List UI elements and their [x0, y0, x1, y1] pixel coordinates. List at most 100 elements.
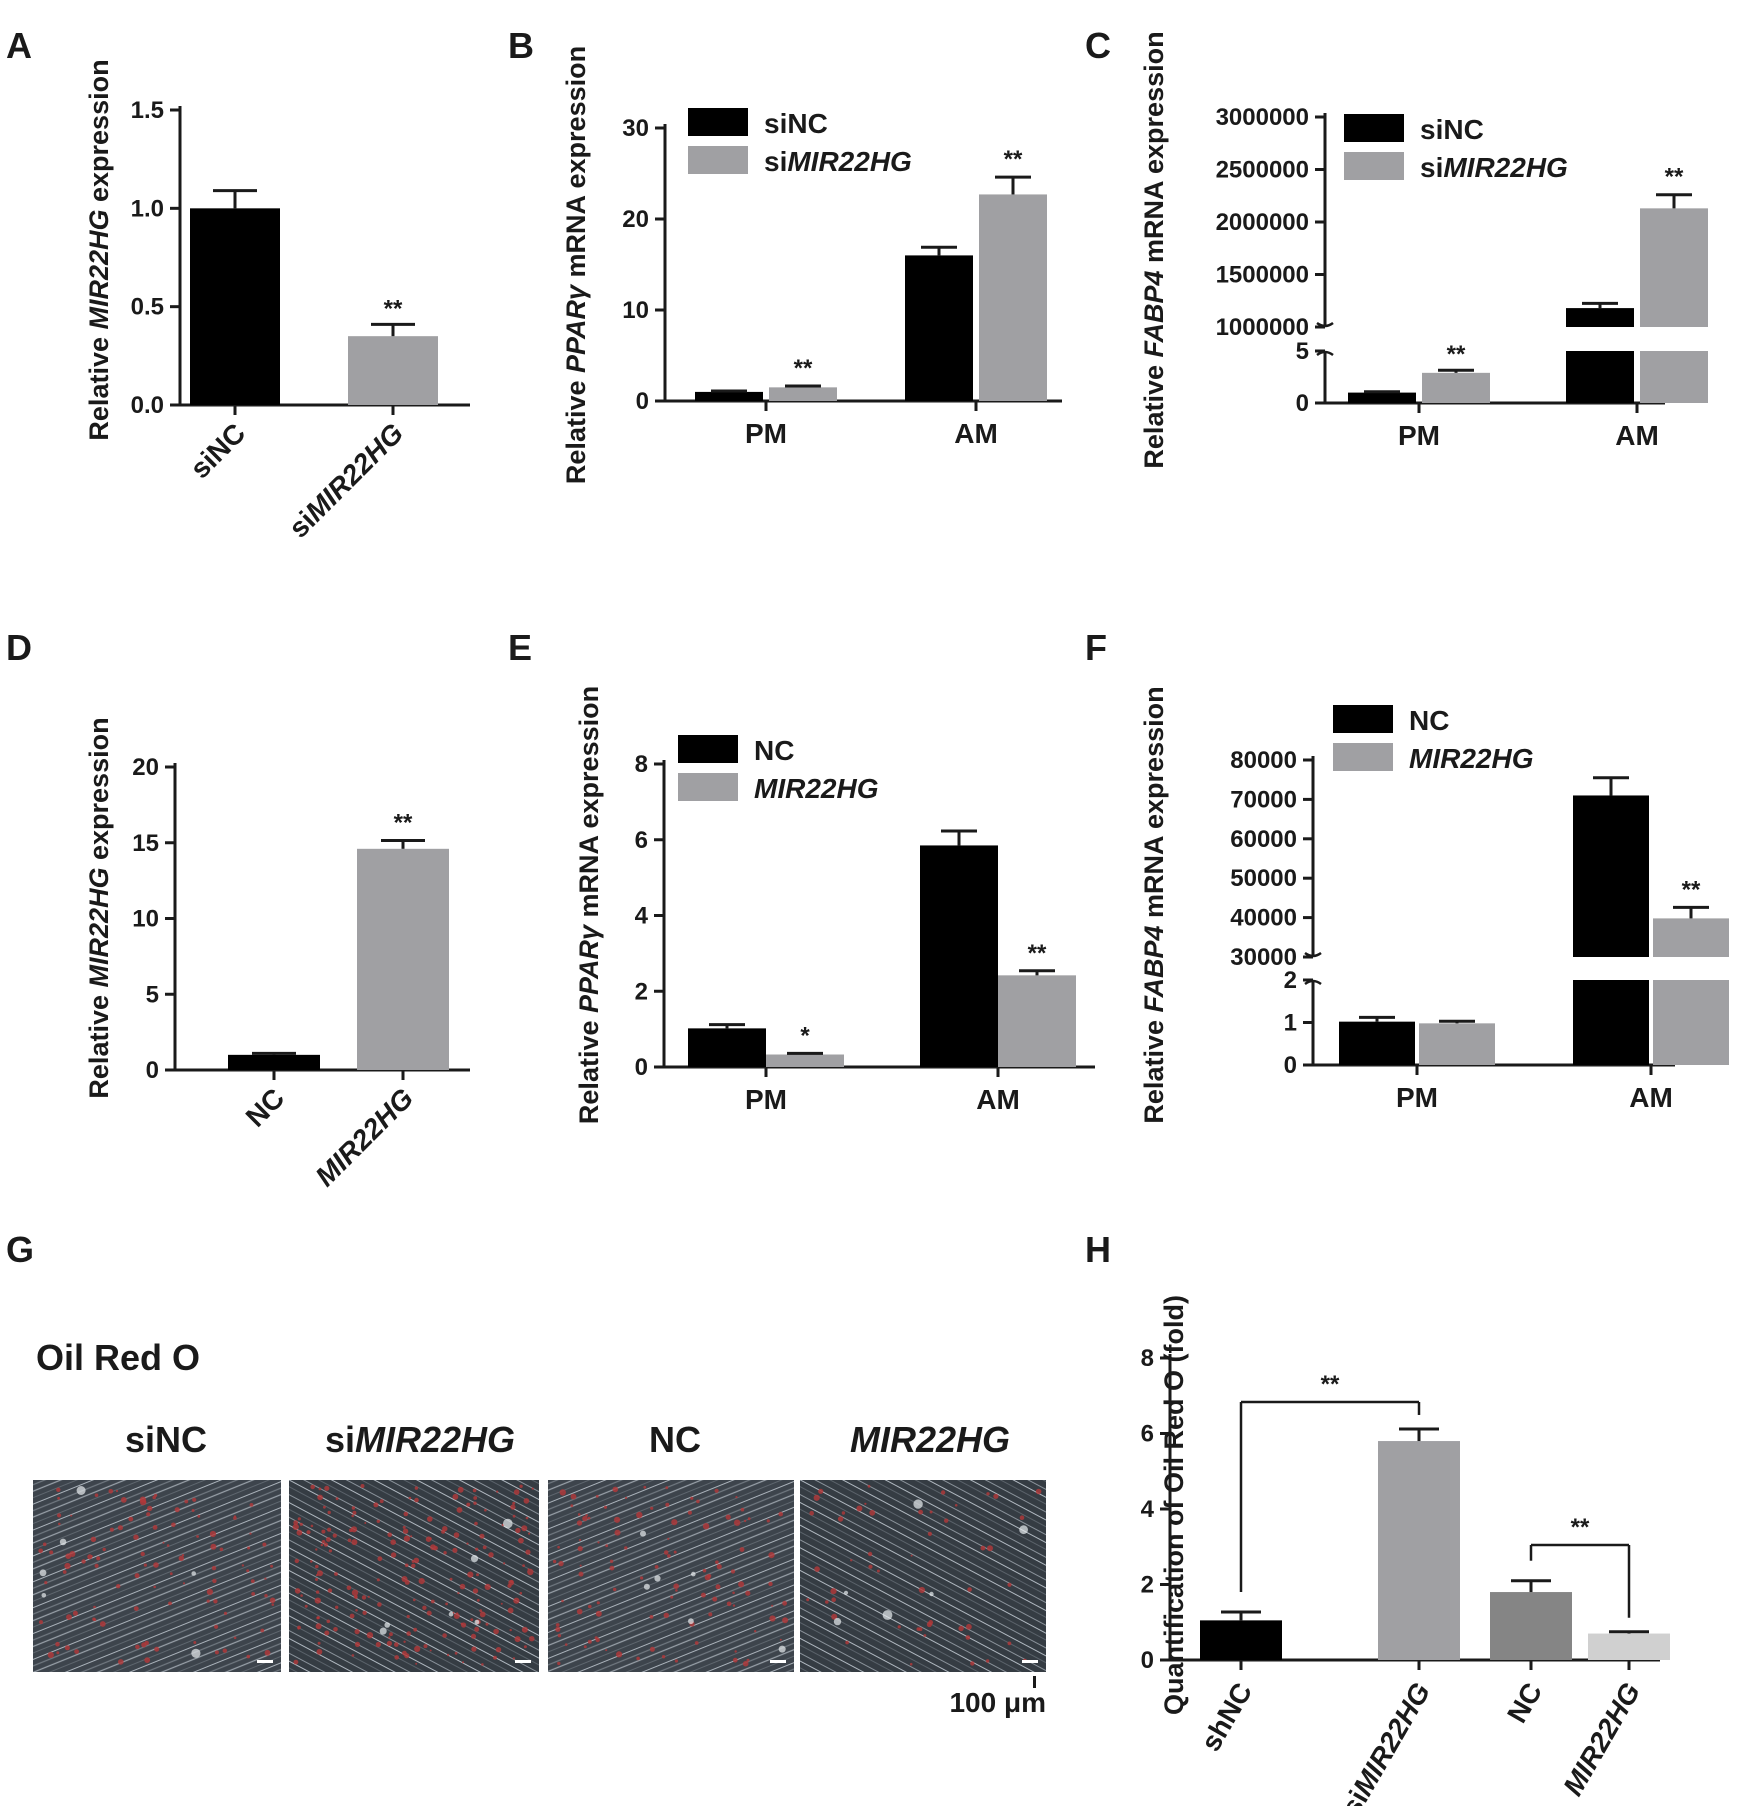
lipid-droplet	[262, 1542, 267, 1547]
y-tick-label: 30000	[1230, 944, 1297, 971]
lipid-droplet	[92, 1617, 96, 1621]
lipid-droplet	[864, 1502, 867, 1505]
lipid-droplet	[929, 1510, 933, 1514]
bar-D-1	[357, 848, 449, 1070]
lipid-droplet	[152, 1495, 156, 1500]
bright-cell	[474, 1619, 480, 1625]
x-category-label: siMIR22HG	[1335, 1678, 1436, 1806]
y-tick-label: 50000	[1230, 865, 1297, 892]
lipid-droplet	[732, 1591, 735, 1595]
lipid-droplet	[708, 1612, 713, 1617]
micrograph-label: siNC	[125, 1419, 207, 1460]
lipid-droplet	[814, 1566, 820, 1572]
lipid-droplet	[315, 1578, 318, 1581]
lipid-droplet	[462, 1661, 464, 1664]
lipid-droplet	[597, 1541, 600, 1544]
y-axis-label-E: Relative PPARγ mRNA expression	[574, 686, 604, 1124]
y-tick-label: 2000000	[1216, 209, 1309, 236]
lipid-droplet	[404, 1563, 409, 1568]
lipid-droplet	[394, 1655, 400, 1660]
bright-cell	[470, 1555, 479, 1563]
lipid-droplet	[673, 1550, 677, 1554]
lipid-droplet	[327, 1527, 332, 1532]
lipid-droplet	[415, 1662, 418, 1665]
y-tick-label: 4	[1141, 1496, 1155, 1523]
lipid-droplet	[496, 1490, 499, 1493]
lipid-droplet	[184, 1499, 189, 1504]
lipid-droplet	[555, 1623, 560, 1627]
lipid-droplet	[174, 1507, 180, 1513]
lipid-droplet	[831, 1613, 838, 1620]
lipid-droplet	[249, 1503, 254, 1507]
lipid-droplet	[62, 1570, 67, 1574]
y-tick-label: 20	[622, 206, 649, 233]
lipid-droplet	[429, 1649, 432, 1652]
lipid-droplet	[732, 1604, 736, 1607]
y-tick-label: 10	[622, 297, 649, 324]
lipid-droplet	[522, 1564, 525, 1567]
lipid-droplet	[360, 1484, 365, 1488]
lipid-droplet	[430, 1599, 435, 1604]
lipid-droplet	[233, 1636, 237, 1640]
bright-cell	[929, 1591, 934, 1597]
x-category-label: PM	[745, 418, 787, 449]
lipid-droplet	[387, 1532, 393, 1538]
bright-cell	[691, 1571, 696, 1577]
lipid-droplet	[310, 1484, 316, 1490]
lipid-droplet	[735, 1496, 738, 1499]
legend-swatch	[688, 108, 748, 136]
lipid-droplet	[44, 1581, 48, 1585]
lipid-droplet	[411, 1563, 416, 1569]
lipid-droplet	[596, 1601, 600, 1605]
bar-C-PM-1	[1422, 372, 1490, 403]
legend-label: siMIR22HG	[1420, 152, 1568, 183]
lipid-droplet	[81, 1559, 86, 1564]
lipid-droplet	[694, 1641, 699, 1645]
lipid-droplet	[57, 1496, 60, 1500]
lipid-droplet	[479, 1609, 483, 1613]
lipid-droplet	[525, 1549, 531, 1555]
lipid-droplet	[474, 1626, 480, 1632]
lipid-droplet	[704, 1574, 711, 1581]
lipid-droplet	[472, 1588, 479, 1594]
lipid-droplet	[485, 1622, 489, 1626]
micrograph-label: MIR22HG	[850, 1419, 1010, 1460]
lipid-droplet	[429, 1537, 432, 1540]
bar-C-PM-0	[1348, 392, 1416, 403]
bar-B-PM-0	[695, 391, 763, 401]
lipid-droplet	[299, 1522, 303, 1526]
lipid-droplet	[702, 1568, 707, 1573]
lipid-droplet	[423, 1644, 428, 1649]
lipid-droplet	[120, 1497, 127, 1503]
bright-cell	[1019, 1525, 1028, 1535]
lipid-droplet	[454, 1651, 458, 1655]
significance-mark: *	[800, 1022, 810, 1049]
lipid-droplet	[209, 1530, 217, 1538]
lipid-droplet	[588, 1604, 592, 1609]
lipid-droplet	[484, 1583, 491, 1590]
lipid-droplet	[897, 1625, 901, 1629]
lipid-droplet	[314, 1597, 321, 1604]
lipid-droplet	[153, 1562, 159, 1568]
significance-mark: **	[1571, 1514, 1590, 1541]
lipid-droplet	[663, 1550, 669, 1555]
lipid-droplet	[315, 1623, 322, 1630]
lipid-droplet	[578, 1571, 584, 1577]
bar-D-0	[228, 1054, 320, 1070]
lipid-droplet	[779, 1638, 782, 1641]
lipid-droplet	[456, 1507, 463, 1513]
lipid-droplet	[300, 1594, 303, 1597]
lipid-droplet	[734, 1519, 741, 1526]
lipid-droplet	[965, 1635, 971, 1640]
lipid-droplet	[818, 1488, 824, 1494]
lipid-droplet	[665, 1502, 670, 1507]
legend-label: siNC	[1420, 114, 1484, 145]
lipid-droplet	[196, 1535, 200, 1538]
lipid-droplet	[346, 1585, 352, 1591]
y-tick-label: 40000	[1230, 905, 1297, 932]
mini-scale-bar	[257, 1660, 273, 1663]
lipid-droplet	[310, 1524, 314, 1528]
lipid-droplet	[140, 1551, 145, 1557]
lipid-droplet	[967, 1587, 972, 1592]
legend-swatch	[1344, 114, 1404, 142]
